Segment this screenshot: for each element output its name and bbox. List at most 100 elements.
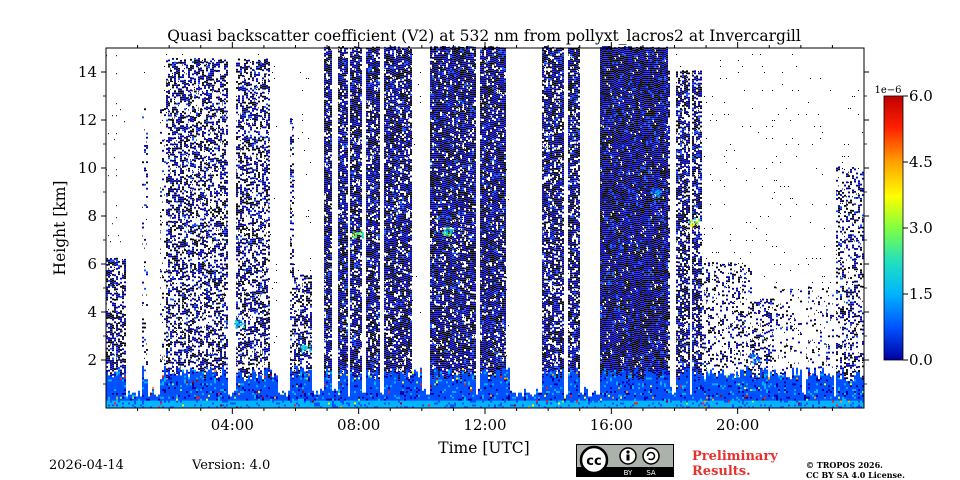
license-by: BY <box>624 469 633 476</box>
aerosol-layer-mark <box>450 229 452 231</box>
aerosol-layer-mark <box>240 320 242 322</box>
profile-segment <box>428 46 506 408</box>
aerosol-layer-mark <box>695 221 697 223</box>
aerosol-layer-mark <box>657 193 659 195</box>
colorbar-tick-label: 6.0 <box>909 87 933 105</box>
x-tick-label: 08:00 <box>337 416 380 434</box>
colorbar <box>884 96 903 360</box>
aerosol-layer-mark <box>758 358 760 360</box>
x-tick-label: 16:00 <box>590 416 633 434</box>
aerosol-layer-mark <box>301 348 303 350</box>
aerosol-layer-mark <box>652 190 654 192</box>
aerosol-layer-mark <box>357 232 359 234</box>
aerosol-layer-mark <box>691 225 693 227</box>
aerosol-layer-mark <box>753 359 755 361</box>
aerosol-layer-mark <box>244 323 246 325</box>
date-label: 2026-04-14 <box>49 458 124 473</box>
aerosol-layer-mark <box>750 361 752 363</box>
preliminary-line-1: Preliminary <box>692 449 792 464</box>
preliminary-notice: Preliminary Results. <box>692 449 792 479</box>
x-tick-label: 20:00 <box>716 416 759 434</box>
license-sa: SA <box>646 469 656 476</box>
profile-segment <box>600 46 668 408</box>
aerosol-layer-mark <box>442 232 444 234</box>
profile-segment <box>294 72 316 408</box>
aerosol-layer-mark <box>444 230 446 232</box>
aerosol-layer-mark <box>301 346 303 348</box>
aerosol-layer-mark <box>234 323 236 325</box>
profile-segment <box>142 66 166 408</box>
y-tick-label: 4 <box>87 303 97 321</box>
profile-segment <box>106 55 128 408</box>
aerosol-layer-mark <box>243 326 245 328</box>
aerosol-layer-mark <box>361 230 363 232</box>
y-tick-label: 14 <box>78 63 97 81</box>
aerosol-layer-mark <box>446 227 448 229</box>
version-label: Version: 4.0 <box>192 458 270 473</box>
aerosol-layer-mark <box>306 346 308 348</box>
aerosol-layer-mark <box>305 348 307 350</box>
aerosol-layer-mark <box>450 231 452 233</box>
backscatter-chart: Quasi backscatter coefficient (V2) at 53… <box>0 0 960 480</box>
profile-segment <box>540 46 600 408</box>
copyright-line-2: CC BY SA 4.0 License. <box>806 470 956 480</box>
aerosol-layer-mark <box>362 235 364 237</box>
colorbar-tick-label: 0.0 <box>909 351 933 369</box>
profile-segment <box>668 54 702 408</box>
profile-segment <box>316 46 412 408</box>
profile-segment <box>270 66 278 408</box>
cc-logo-text: cc <box>586 454 601 469</box>
aerosol-layer-mark <box>753 361 755 363</box>
x-axis-label: Time [UTC] <box>438 439 529 457</box>
aerosol-layer-mark <box>236 321 238 323</box>
plot-area <box>106 46 864 408</box>
profile-segment <box>128 391 142 409</box>
aerosol-layer-mark <box>757 355 759 357</box>
profile-segment <box>702 60 752 408</box>
aerosol-layer-mark <box>751 355 753 357</box>
profile-segment <box>166 54 270 408</box>
y-tick-label: 10 <box>78 159 97 177</box>
aerosol-layer-mark <box>309 345 311 347</box>
aerosol-layer-mark <box>652 195 654 197</box>
aerosol-layer-mark <box>449 233 451 235</box>
aerosol-layer-mark <box>444 234 446 236</box>
aerosol-layer-mark <box>758 360 760 362</box>
aerosol-layer-mark <box>689 221 691 223</box>
profile-segment <box>834 90 864 408</box>
aerosol-layer-mark <box>448 228 450 230</box>
y-tick-label: 2 <box>87 351 97 369</box>
copyright-notice: © TROPOS 2026. CC BY SA 4.0 License. <box>806 460 956 480</box>
aerosol-layer-mark <box>309 350 311 352</box>
aerosol-layer-mark <box>353 231 355 233</box>
aerosol-layer-mark <box>355 234 357 236</box>
y-axis-label: Height [km] <box>51 181 69 276</box>
colorbar-tick-label: 3.0 <box>909 219 933 237</box>
colorbar-tick-label: 4.5 <box>909 153 933 171</box>
profile-segment <box>278 118 294 408</box>
y-tick-label: 12 <box>78 111 97 129</box>
aerosol-layer-mark <box>694 218 696 220</box>
chart-title: Quasi backscatter coefficient (V2) at 53… <box>167 27 801 45</box>
aerosol-layer-mark <box>353 236 355 238</box>
y-tick-label: 8 <box>87 207 97 225</box>
copyright-line-1: © TROPOS 2026. <box>806 460 956 470</box>
aerosol-layer-mark <box>359 233 361 235</box>
profile-segment <box>506 169 540 408</box>
aerosol-layer-mark <box>238 323 240 325</box>
share-alike-icon <box>643 448 659 464</box>
aerosol-layer-mark <box>691 220 693 222</box>
aerosol-layer-mark <box>697 221 699 223</box>
aerosol-layer-mark <box>241 323 243 325</box>
x-tick-label: 04:00 <box>211 416 254 434</box>
aerosol-layer-mark <box>753 354 755 356</box>
x-tick-label: 12:00 <box>463 416 506 434</box>
aerosol-layer-mark <box>655 189 657 191</box>
cc-license-badge: cc BY SA <box>576 444 674 477</box>
aerosol-layer-mark <box>446 232 448 234</box>
y-tick-label: 6 <box>87 255 97 273</box>
aerosol-layer-mark <box>660 191 662 193</box>
aerosol-layer-mark <box>655 191 657 193</box>
profile-segment <box>774 54 834 408</box>
colorbar-tick-label: 1.5 <box>909 285 933 303</box>
